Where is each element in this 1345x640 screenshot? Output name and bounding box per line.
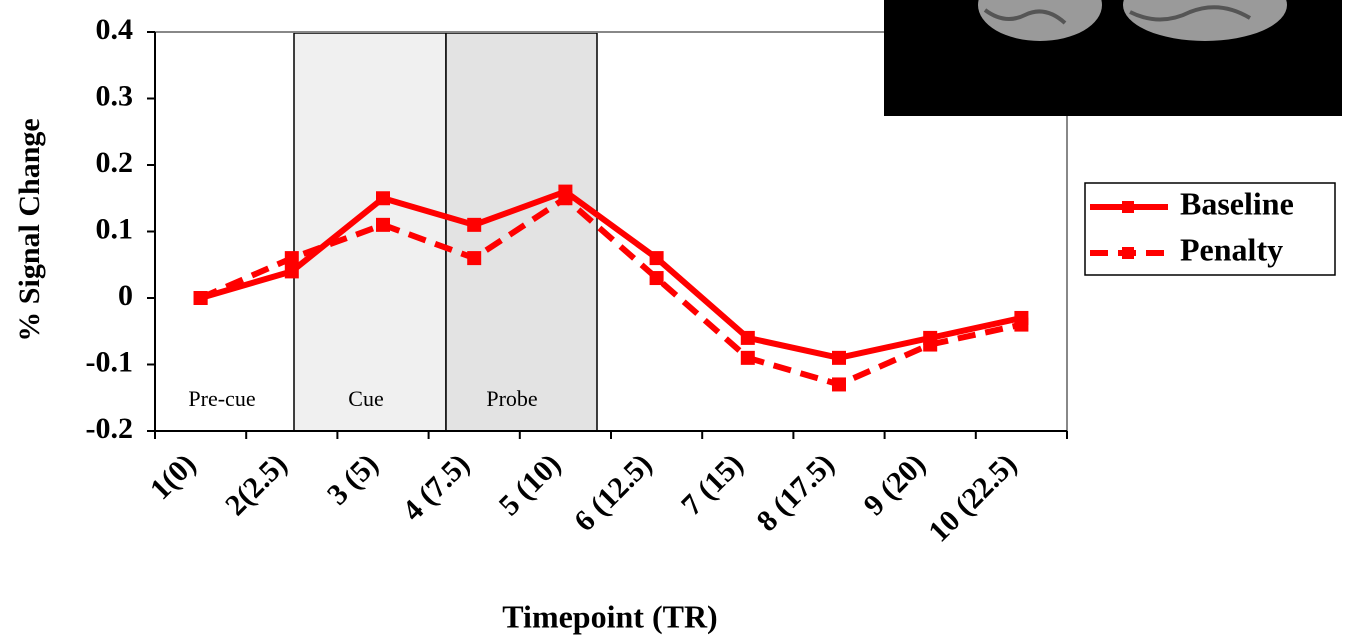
y-tick-label: 0.2 [96,146,134,179]
brain-folds [983,5,1252,25]
data-point [1014,317,1029,332]
x-axis-title: Timepoint (TR) [502,598,717,634]
x-tick-label: 3 (5) [321,447,385,511]
y-axis-title: % Signal Change [13,118,46,341]
y-tick-label: 0.4 [96,13,134,46]
data-point [193,291,208,305]
x-tick-label: 10 (22.5) [922,447,1023,548]
legend-marker [1122,247,1134,259]
brain-image [884,0,1342,116]
legend-box [1084,182,1336,276]
y-tick-label: -0.2 [86,412,134,445]
data-point [376,191,390,206]
series-line [199,194,1023,388]
y-tick-label: -0.1 [86,345,134,378]
data-point [558,191,573,206]
y-tick-label: 0.3 [96,79,134,112]
brain-right [1123,0,1287,41]
legend-marker [1122,201,1134,213]
legend-label: Penalty [1180,231,1283,267]
data-point [649,271,664,286]
x-tick-label: 5 (10) [493,447,568,522]
data-point [284,251,299,266]
x-tick-label: 7 (15) [675,447,750,522]
data-point [467,217,482,232]
x-tick-label: 2(2.5) [219,447,294,522]
data-point [467,251,482,266]
legend-label: Baseline [1180,185,1294,221]
y-tick-label: 0 [118,279,133,312]
data-point [832,377,846,392]
data-point [740,350,755,365]
region-label: Cue [348,386,383,411]
data-point [832,350,846,365]
data-point [376,217,390,232]
region-label: Pre-cue [188,386,255,411]
data-point [740,330,755,345]
x-tick-label: 1(0) [144,447,203,506]
x-tick-label: 8 (17.5) [750,447,840,537]
x-tick-label: 9 (20) [857,447,932,522]
series-line [199,188,1023,361]
probe-region [445,32,598,432]
y-tick-label: 0.1 [96,212,134,245]
x-tick-label: 6 (12.5) [568,447,658,537]
x-tick-label: 4 (7.5) [396,447,476,527]
data-point [649,251,664,266]
data-point [923,337,938,352]
data-point [284,264,299,279]
region-label: Probe [486,386,537,411]
brain-left [978,0,1102,41]
